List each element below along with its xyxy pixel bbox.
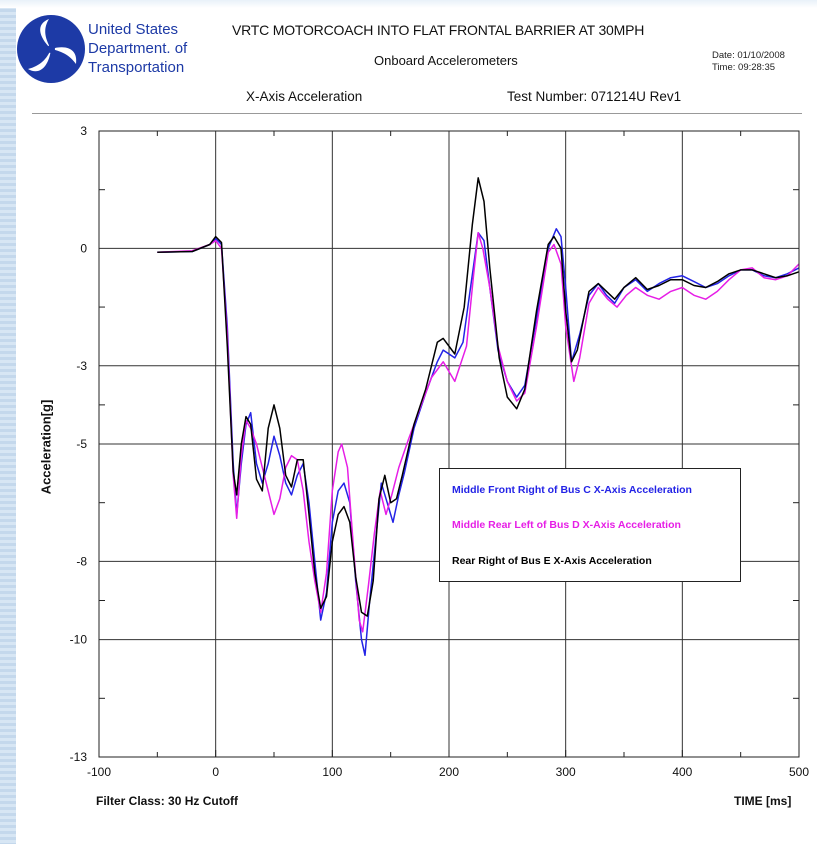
legend-entry-bus-c: Middle Front Right of Bus C X-Axis Accel… (452, 484, 692, 496)
series-line-1 (157, 231, 800, 633)
x-axis-label: TIME [ms] (734, 794, 792, 808)
y-tick-label: 0 (80, 241, 87, 255)
legend-entry-bus-e: Rear Right of Bus E X-Axis Acceleration (452, 555, 652, 567)
x-tick-label: 0 (212, 765, 219, 779)
report-time: Time: 09:28:35 (712, 62, 776, 73)
report-title: VRTC MOTORCOACH INTO FLAT FRONTAL BARRIE… (232, 22, 645, 38)
filter-class-note: Filter Class: 30 Hz Cutoff (96, 794, 239, 808)
top-decorative-band (0, 0, 817, 8)
test-number: Test Number: 071214U Rev1 (507, 89, 682, 104)
organization-name: United States Department. of Transportat… (88, 20, 208, 77)
tick-layer: -100 0 100 200 300 400 500 -13 -10 -8 -5 -3 0 3 (70, 124, 810, 779)
x-tick-label: 500 (789, 765, 809, 779)
report-date: Date: 01/10/2008 (712, 50, 785, 61)
left-decorative-stripe (0, 0, 16, 844)
y-axis-label: Acceleration[g] (38, 399, 54, 495)
y-tick-label: 3 (80, 124, 87, 138)
grid-layer (99, 131, 799, 757)
x-tick-label: 300 (556, 765, 576, 779)
series-layer (157, 177, 800, 657)
axis-name: X-Axis Acceleration (246, 89, 363, 104)
org-line: Department. of (88, 40, 188, 57)
series-line-2 (157, 177, 800, 617)
chart-legend: Middle Front Right of Bus C X-Axis Accel… (439, 468, 741, 582)
y-tick-label: -8 (76, 554, 87, 568)
org-line: United States (88, 21, 179, 38)
x-tick-label: -100 (87, 765, 111, 779)
legend-entry-bus-d: Middle Rear Left of Bus D X-Axis Acceler… (452, 519, 681, 531)
y-tick-label: -5 (76, 437, 87, 451)
dot-logo-icon (17, 15, 85, 83)
report-subtitle: Onboard Accelerometers (374, 53, 518, 68)
y-tick-label: -3 (76, 359, 87, 373)
x-tick-label: 200 (439, 765, 459, 779)
y-tick-label: -10 (70, 633, 88, 647)
plot-frame (98, 130, 800, 758)
header-divider (32, 113, 802, 114)
x-tick-label: 100 (322, 765, 342, 779)
x-tick-label: 400 (672, 765, 692, 779)
y-tick-label: -13 (70, 750, 88, 764)
series-line-0 (157, 228, 800, 657)
org-line: Transportation (88, 59, 185, 76)
